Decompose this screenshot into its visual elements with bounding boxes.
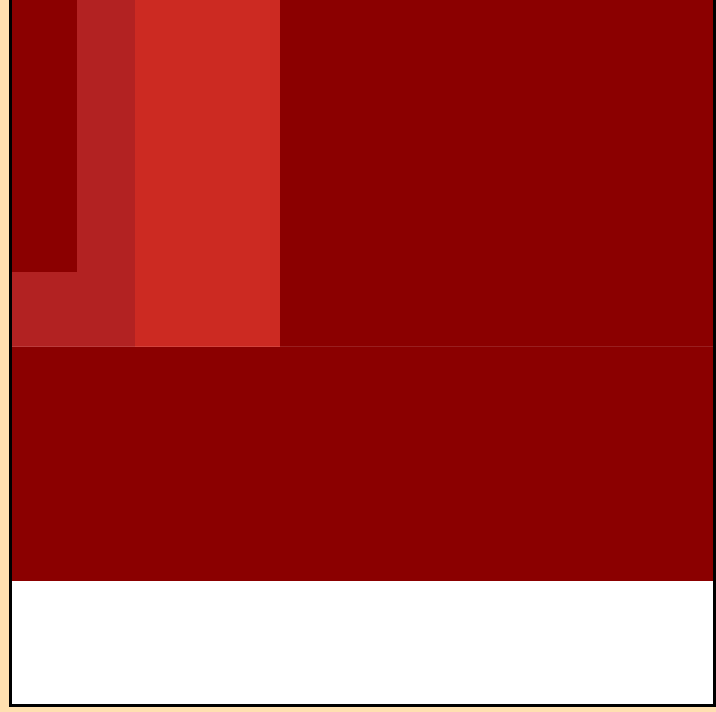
middle-strip-block — [77, 0, 135, 347]
horizontal-seam — [12, 346, 713, 347]
top-left-block — [12, 0, 77, 272]
right-block — [280, 0, 713, 347]
canvas-frame — [9, 0, 716, 707]
bottom-notch-block — [12, 272, 77, 347]
wide-bottom-block — [12, 347, 713, 581]
center-block — [135, 0, 280, 347]
treemap-canvas — [12, 0, 713, 704]
white-bottom-block — [12, 581, 713, 704]
